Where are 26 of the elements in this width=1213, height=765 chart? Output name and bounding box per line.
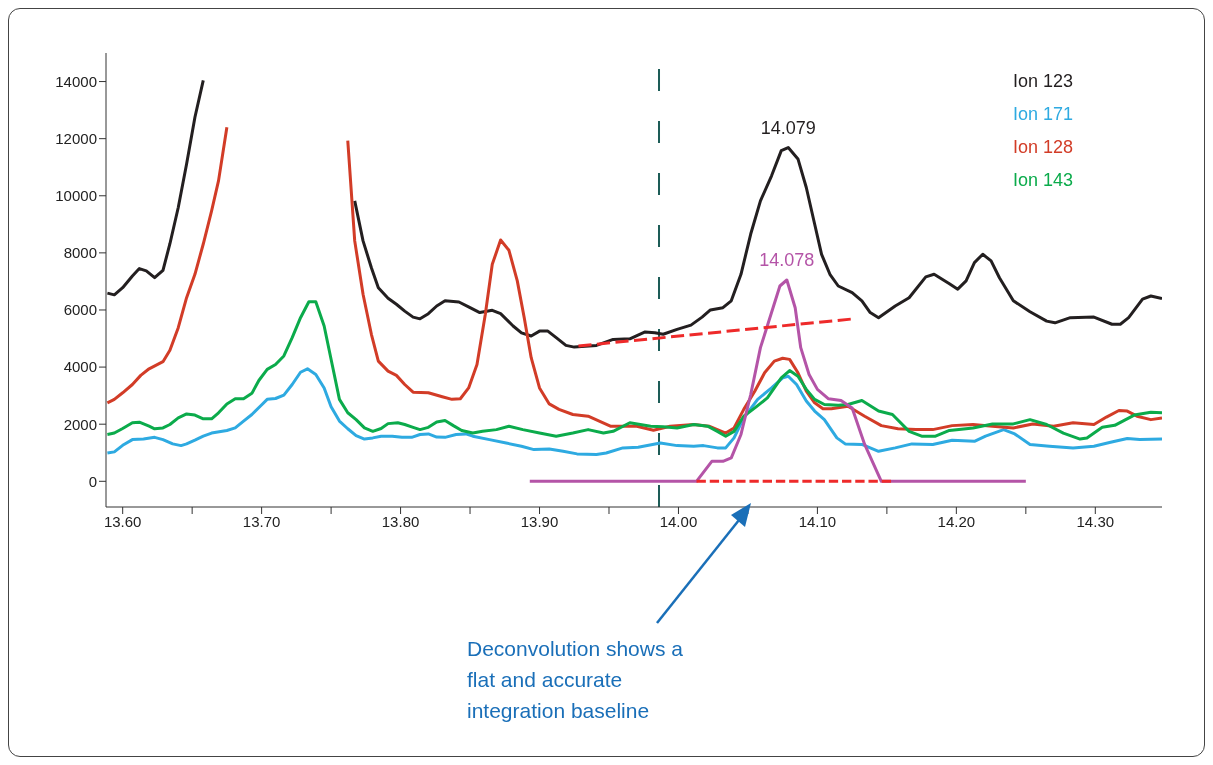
x-tick-label: 14.00 <box>659 512 698 530</box>
x-tick-label: 13.90 <box>520 512 559 530</box>
line-series <box>106 300 1162 441</box>
y-tick-label: 4000 <box>63 358 97 376</box>
annotation: 14.078 <box>759 250 815 270</box>
x-tick-label: 13.60 <box>103 512 142 530</box>
x-tick-label: 13.70 <box>242 512 281 530</box>
y-tick-label: 10000 <box>55 187 97 205</box>
y-tick-label: 0 <box>88 472 97 490</box>
annotation: 14.079 <box>760 117 816 138</box>
text: Deconvolution shows a flat and accurate integration baseline <box>467 636 684 724</box>
x-tick-label: 13.80 <box>381 512 420 530</box>
y-tick-label: 2000 <box>63 415 97 433</box>
x-tick-label: 14.10 <box>798 512 837 530</box>
line-series <box>106 367 1162 456</box>
y-tick-label: 8000 <box>63 244 97 262</box>
text: Ion 143 <box>1013 169 1074 192</box>
y-tick-label: 12000 <box>55 129 97 147</box>
x-tick-label: 14.30 <box>1076 512 1115 530</box>
text: Ion 128 <box>1013 136 1074 159</box>
x-tick-label: 14.20 <box>937 512 976 530</box>
y-tick-label: 14000 <box>55 72 97 90</box>
line-series <box>528 278 1028 483</box>
y-tick-label: 6000 <box>63 301 97 319</box>
text: Ion 123 <box>1013 70 1074 93</box>
text: Ion 171 <box>1013 103 1074 126</box>
